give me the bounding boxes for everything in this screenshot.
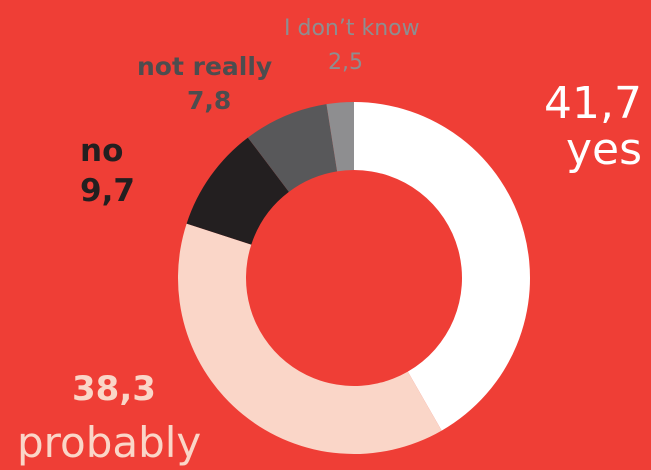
label-not-really-value: 7,8 [187,86,232,115]
slice-yes [354,102,530,431]
label-no-name: no [80,133,124,169]
label-dont-know-name: I don’t know [284,16,420,41]
slice-dont-know [326,102,354,172]
label-probably-name: probably [17,418,202,467]
label-no-value: 9,7 [80,173,135,209]
label-yes-value: 41,7 [544,78,642,129]
label-dont-know-value: 2,5 [328,50,363,75]
slice-not-really [247,104,338,192]
label-yes-name: yes [565,124,642,175]
slice-no [186,137,289,245]
label-not-really-name: not really [137,52,273,81]
slice-probably [178,223,442,454]
label-probably-value: 38,3 [72,369,156,409]
